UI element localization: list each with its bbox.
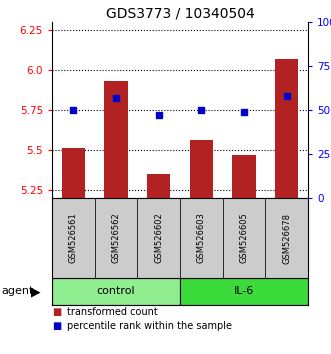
Bar — [62, 148, 85, 198]
Text: GSM526561: GSM526561 — [69, 213, 78, 263]
Bar — [180, 278, 308, 305]
Title: GDS3773 / 10340504: GDS3773 / 10340504 — [106, 7, 255, 21]
Bar — [265, 198, 308, 278]
Text: control: control — [97, 286, 135, 297]
Text: GSM526602: GSM526602 — [154, 213, 163, 263]
Bar — [223, 198, 265, 278]
Bar — [95, 198, 137, 278]
Text: ■: ■ — [52, 307, 61, 317]
Bar — [52, 278, 180, 305]
Text: GSM526562: GSM526562 — [112, 213, 120, 263]
Bar — [190, 141, 213, 198]
Text: GSM526678: GSM526678 — [282, 212, 291, 263]
Bar — [137, 198, 180, 278]
Bar — [232, 155, 256, 198]
Text: GSM526605: GSM526605 — [240, 213, 249, 263]
Bar — [275, 59, 299, 198]
Text: agent: agent — [2, 286, 34, 297]
Bar — [180, 198, 223, 278]
Bar — [52, 198, 95, 278]
Bar — [147, 174, 170, 198]
Text: ▶: ▶ — [31, 285, 40, 298]
Text: percentile rank within the sample: percentile rank within the sample — [67, 321, 232, 331]
Text: ■: ■ — [52, 321, 61, 331]
Bar — [104, 81, 128, 198]
Text: GSM526603: GSM526603 — [197, 212, 206, 263]
Text: IL-6: IL-6 — [234, 286, 254, 297]
Text: transformed count: transformed count — [67, 307, 158, 317]
